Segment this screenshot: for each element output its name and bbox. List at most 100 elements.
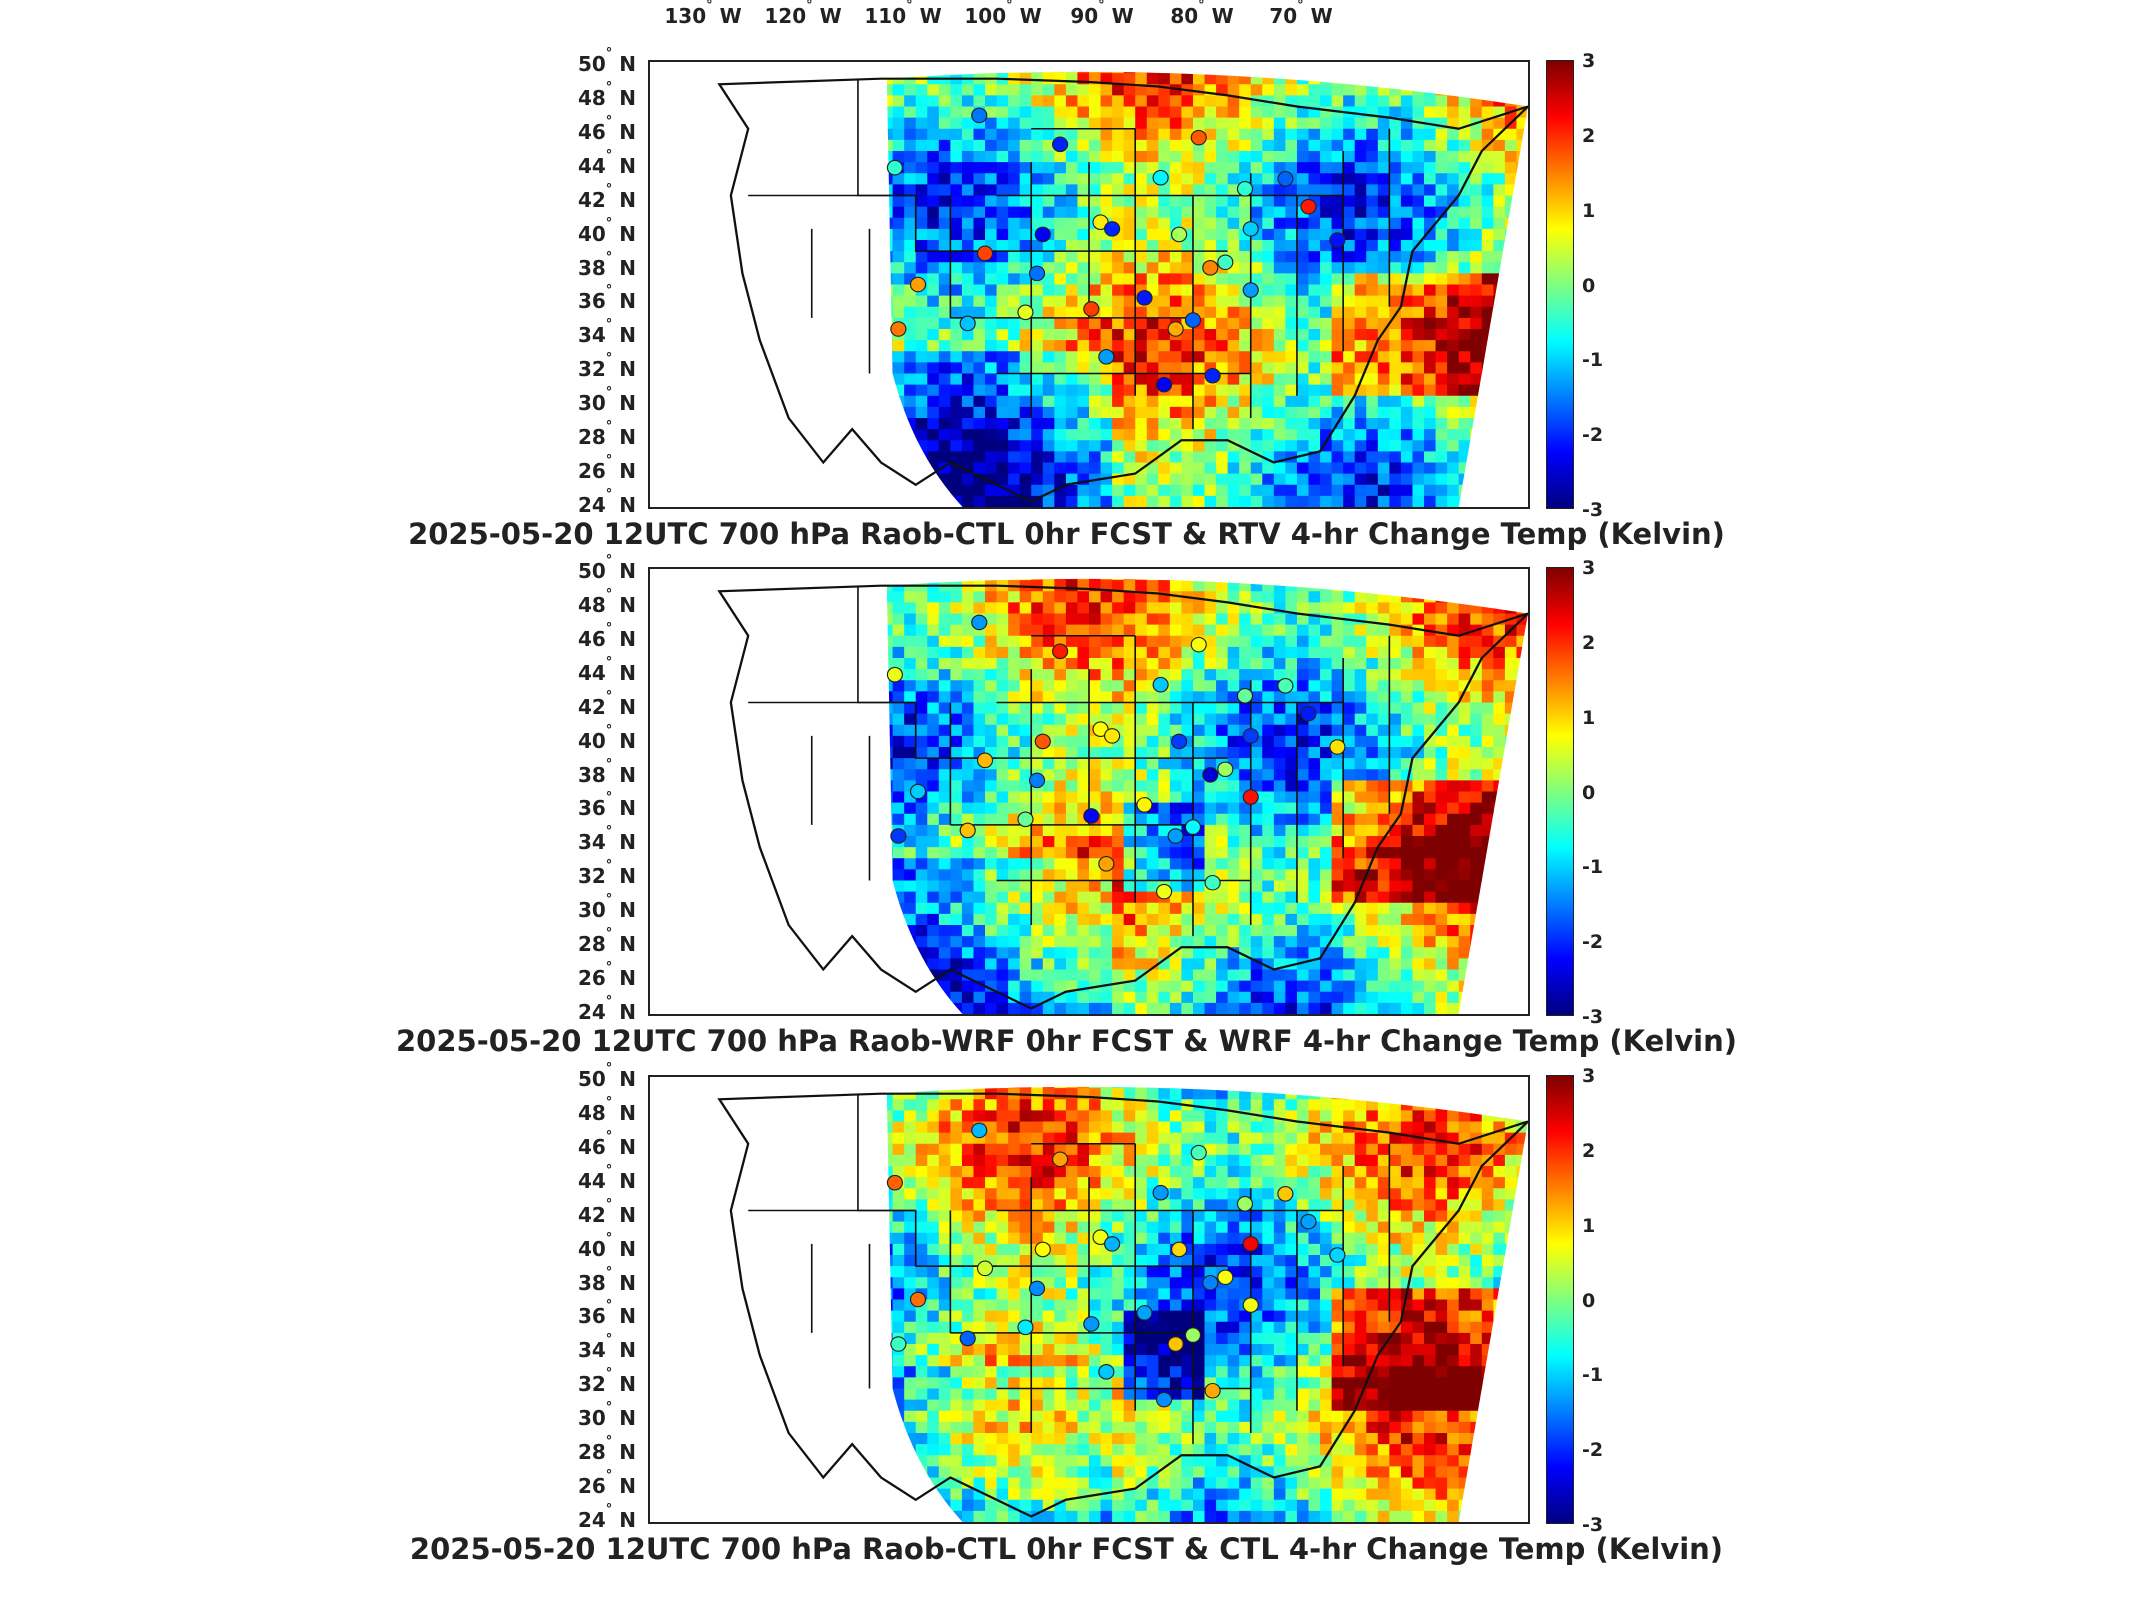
- raob-station-marker: [1236, 1196, 1254, 1212]
- raob-station-marker: [1136, 797, 1153, 813]
- latitude-label: 30° N: [577, 892, 636, 923]
- raob-station-marker: [909, 276, 927, 293]
- raob-station-marker: [1034, 733, 1051, 750]
- raob-station-marker: [1083, 1316, 1100, 1332]
- colorbar-tick-label: 1: [1582, 706, 1596, 729]
- raob-station-marker: [1190, 1144, 1207, 1161]
- raob-station-marker: [1028, 772, 1046, 789]
- raob-station-marker: [1236, 688, 1254, 704]
- colorbar-tick-label: 2: [1582, 1139, 1596, 1162]
- raob-station-marker: [1242, 789, 1259, 805]
- latitude-label: 28° N: [577, 419, 636, 450]
- latitude-label: 42° N: [577, 1196, 636, 1227]
- raob-station-marker: [1136, 290, 1153, 306]
- latitude-label: 50° N: [577, 46, 636, 76]
- raob-station-marker: [1052, 136, 1069, 153]
- latitude-label: 34° N: [577, 1332, 636, 1363]
- raob-station-marker: [1329, 1247, 1346, 1263]
- raob-station-marker: [1017, 1319, 1034, 1336]
- raob-station-marker: [1104, 1236, 1121, 1252]
- raob-station-marker: [1242, 1297, 1259, 1313]
- latitude-label: 30° N: [577, 1400, 636, 1431]
- raob-station-marker: [1171, 733, 1188, 750]
- latitude-label: 36° N: [577, 1298, 636, 1329]
- coastline: [717, 77, 1528, 503]
- raob-station-marker: [1083, 808, 1100, 824]
- raob-station-marker: [1052, 1151, 1069, 1168]
- raob-station-marker: [1277, 1186, 1294, 1202]
- map-panel-1: 50° N 48° N 46° N 44° N 42° N 40° N 38° N 36° N…: [0, 46, 2133, 568]
- raob-station-marker: [1236, 181, 1254, 197]
- raob-station-marker: [1184, 1327, 1202, 1343]
- colorbar: [1546, 1075, 1574, 1524]
- latitude-label: 50° N: [577, 553, 636, 583]
- longitude-label: 130° W: [664, 0, 742, 28]
- raob-station-marker: [1184, 312, 1202, 328]
- colorbar-tick-label: -3: [1582, 1006, 1604, 1028]
- raob-station-marker: [1242, 282, 1259, 298]
- panel-title: 2025-05-20 12UTC 700 hPa Raob-CTL 0hr FC…: [409, 1532, 1724, 1566]
- map-frame: [648, 1075, 1530, 1524]
- latitude-label: 34° N: [577, 317, 636, 348]
- raob-station-marker: [1156, 883, 1173, 900]
- raob-station-marker: [1136, 1305, 1153, 1321]
- colorbar-tick-label: -1: [1582, 856, 1604, 879]
- latitude-label: 40° N: [577, 1230, 636, 1261]
- colorbar-tick-label: -3: [1582, 499, 1604, 521]
- colorbar-tick-label: -2: [1582, 424, 1604, 447]
- latitude-label: 42° N: [577, 181, 636, 212]
- coastline: [717, 584, 1528, 1010]
- raob-station-marker: [1167, 828, 1184, 844]
- latitude-label: 48° N: [577, 586, 636, 617]
- latitude-label: 30° N: [577, 385, 636, 416]
- raob-station-marker: [1184, 819, 1202, 835]
- raob-station-marker: [1152, 676, 1169, 693]
- latitude-label: 28° N: [577, 1434, 636, 1465]
- latitude-label: 36° N: [577, 790, 636, 821]
- raob-station-marker: [886, 1174, 904, 1191]
- raob-station-marker: [1104, 728, 1121, 744]
- latitude-label: 38° N: [577, 1264, 636, 1295]
- longitude-label: 100° W: [964, 0, 1042, 28]
- latitude-label: 38° N: [577, 249, 636, 280]
- raob-station-marker: [976, 1260, 994, 1277]
- latitude-label: 50° N: [577, 1061, 636, 1091]
- temperature-map: [717, 1086, 1528, 1522]
- raob-station-marker: [1017, 304, 1034, 321]
- latitude-label: 44° N: [577, 1162, 636, 1193]
- raob-station-marker: [1204, 1382, 1221, 1399]
- latitude-label: 24° N: [577, 487, 636, 517]
- raob-station-marker: [1204, 367, 1221, 384]
- latitude-label: 32° N: [577, 858, 636, 889]
- colorbar: [1546, 60, 1574, 509]
- latitude-label: 46° N: [577, 113, 636, 144]
- raob-station-marker: [1300, 1213, 1317, 1230]
- latitude-label: 48° N: [577, 79, 636, 110]
- temperature-change-field: [886, 1086, 1528, 1522]
- raob-station-marker: [1098, 1364, 1115, 1380]
- latitude-label: 46° N: [577, 620, 636, 651]
- raob-station-marker: [1217, 761, 1234, 778]
- latitude-label: 44° N: [577, 654, 636, 685]
- raob-station-marker: [1190, 129, 1207, 146]
- raob-station-marker: [1217, 254, 1234, 271]
- raob-station-marker: [890, 828, 907, 844]
- raob-station-marker: [959, 1330, 976, 1347]
- raob-station-marker: [1156, 376, 1173, 393]
- raob-station-marker: [1028, 265, 1046, 282]
- raob-station-marker: [1277, 678, 1294, 694]
- latitude-label: 48° N: [577, 1094, 636, 1125]
- raob-station-marker: [886, 666, 904, 683]
- colorbar-tick-label: -1: [1582, 349, 1604, 372]
- longitude-label: 90° W: [1070, 0, 1134, 28]
- raob-station-marker: [1204, 874, 1221, 891]
- latitude-label: 40° N: [577, 722, 636, 753]
- raob-station-marker: [1171, 1241, 1188, 1258]
- colorbar-tick-label: 3: [1582, 50, 1596, 72]
- raob-station-marker: [1152, 169, 1169, 186]
- raob-station-marker: [1202, 1275, 1219, 1291]
- colorbar-tick-label: 3: [1582, 1065, 1596, 1087]
- latitude-label: 40° N: [577, 215, 636, 246]
- raob-station-marker: [1277, 171, 1294, 187]
- raob-station-marker: [1202, 260, 1219, 276]
